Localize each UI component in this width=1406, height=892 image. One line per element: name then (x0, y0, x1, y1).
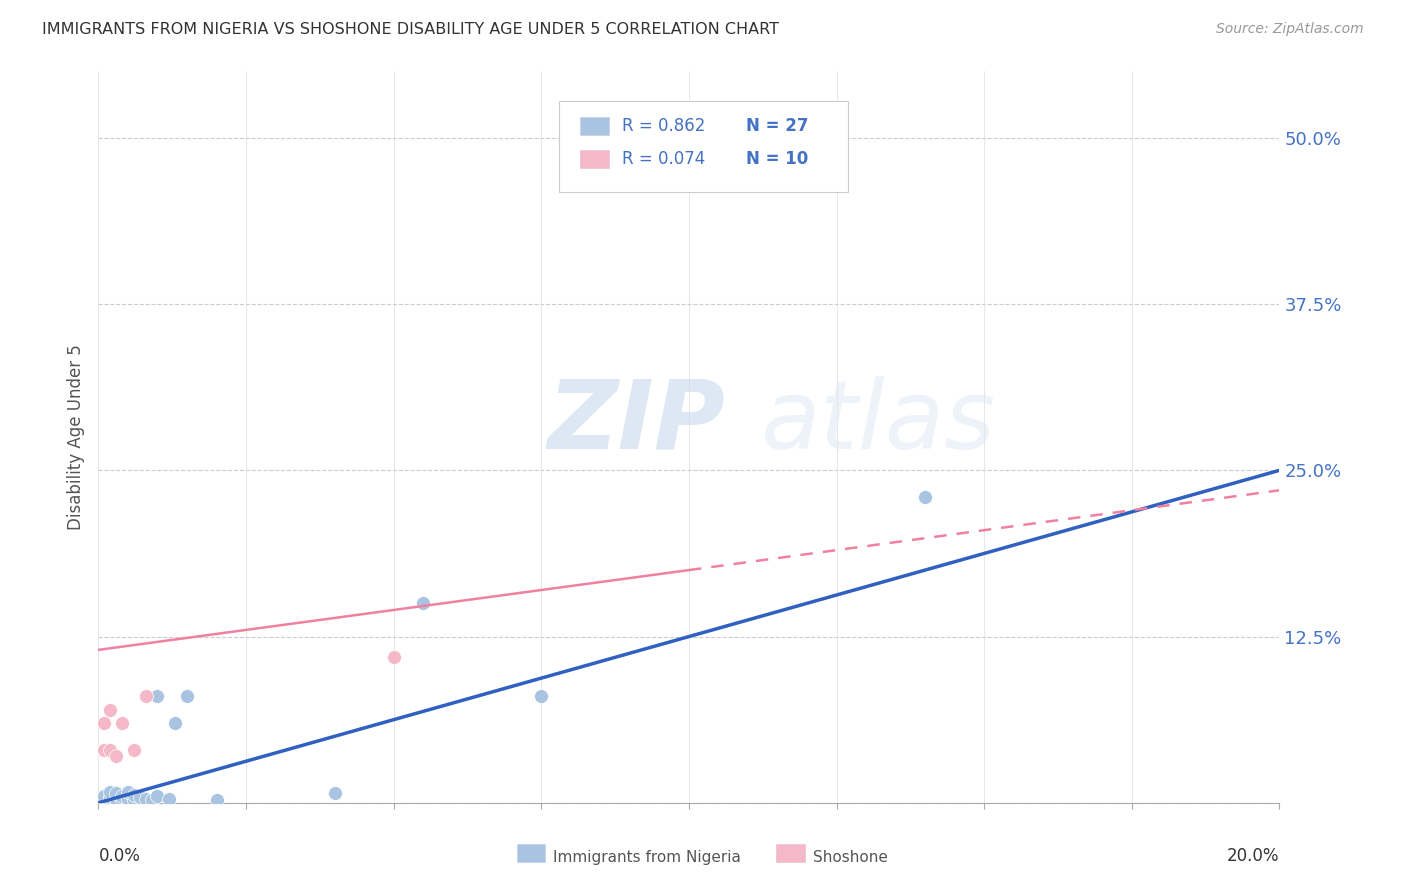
Point (105, 787, 128, 801)
Point (98, 790, 121, 805)
Text: Immigrants from Nigeria: Immigrants from Nigeria (553, 850, 741, 865)
FancyBboxPatch shape (560, 101, 848, 192)
Point (122, 793, 145, 807)
Point (128, 790, 150, 805)
Point (135, 690, 157, 704)
Point (914, 490, 936, 504)
Point (146, 690, 169, 704)
Text: 20.0%: 20.0% (1227, 847, 1279, 864)
Text: R = 0.862: R = 0.862 (621, 117, 704, 136)
Point (176, 690, 198, 704)
Point (412, 596, 434, 610)
Text: Source: ZipAtlas.com: Source: ZipAtlas.com (1216, 22, 1364, 37)
Point (98, 785, 121, 799)
Point (530, 690, 553, 704)
Y-axis label: Disability Age Under 5: Disability Age Under 5 (66, 344, 84, 530)
Text: atlas: atlas (759, 376, 995, 469)
Point (98, 742, 121, 756)
Text: IMMIGRANTS FROM NIGERIA VS SHOSHONE DISABILITY AGE UNDER 5 CORRELATION CHART: IMMIGRANTS FROM NIGERIA VS SHOSHONE DISA… (42, 22, 779, 37)
Point (122, 788, 145, 802)
Point (105, 795, 128, 809)
Text: R = 0.074: R = 0.074 (621, 150, 704, 168)
FancyBboxPatch shape (516, 845, 546, 862)
Point (111, 789, 134, 804)
Text: N = 10: N = 10 (745, 150, 808, 168)
Text: ZIP: ZIP (547, 376, 725, 469)
Point (165, 716, 187, 731)
Point (111, 716, 134, 731)
Point (619, 144, 641, 158)
Point (141, 793, 163, 807)
Point (117, 785, 139, 799)
Point (323, 787, 346, 801)
Point (117, 792, 139, 806)
Point (93, 742, 115, 756)
Point (382, 649, 405, 664)
Point (105, 749, 128, 764)
Point (98, 793, 121, 807)
FancyBboxPatch shape (581, 151, 609, 168)
Point (122, 742, 145, 756)
Point (157, 792, 180, 806)
Point (105, 792, 128, 806)
Point (146, 789, 169, 804)
Point (93, 793, 115, 807)
Point (135, 792, 157, 806)
Point (98, 703, 121, 717)
FancyBboxPatch shape (776, 845, 804, 862)
Point (93, 789, 115, 804)
Text: Shoshone: Shoshone (813, 850, 887, 865)
Point (111, 793, 134, 807)
Text: N = 27: N = 27 (745, 117, 808, 136)
Point (205, 793, 228, 807)
Point (93, 716, 115, 731)
Text: 0.0%: 0.0% (98, 847, 141, 864)
FancyBboxPatch shape (581, 118, 609, 135)
